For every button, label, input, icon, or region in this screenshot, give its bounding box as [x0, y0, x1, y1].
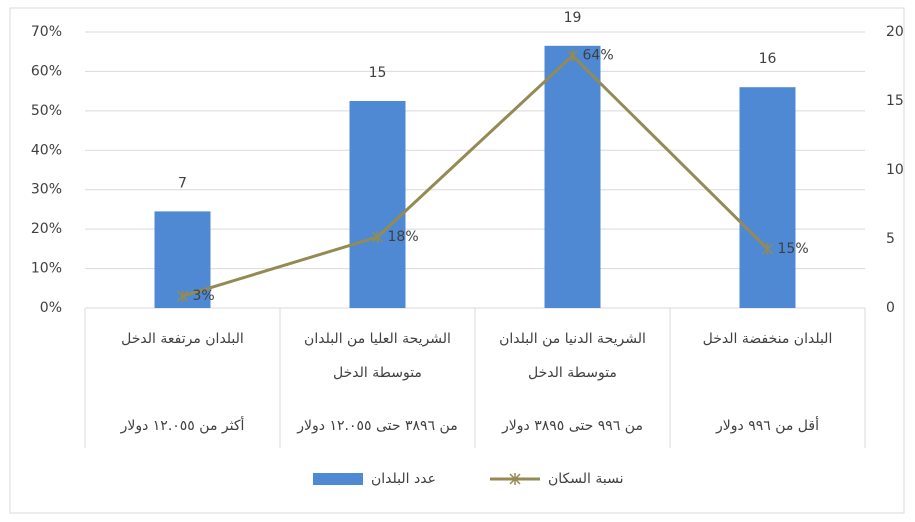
line-value-label: 18% — [388, 229, 419, 245]
x-tick-label: البلدان مرتفعة الدخل — [121, 331, 244, 347]
x-tick-label: البلدان منخفضة الدخل — [702, 331, 833, 347]
y2-tick-label: 0 — [886, 300, 895, 316]
y-tick-label: 30% — [31, 182, 62, 198]
y-tick-label: 10% — [31, 261, 62, 277]
y-tick-label: 20% — [31, 221, 62, 237]
category-label-box: الشريحة العليا من البلدان متوسطة الدخل — [304, 331, 451, 381]
legend-label: نسبة السكان — [548, 471, 624, 487]
category-label-box: الشريحة الدنيا من البلدان متوسطة الدخل — [499, 331, 646, 381]
y2-tick-label: 20 — [886, 24, 904, 40]
y-tick-label: 0% — [40, 300, 62, 316]
line-value-label: 3% — [193, 288, 215, 304]
y2-tick-label: 10 — [886, 162, 904, 178]
bar-value-label: 16 — [759, 51, 777, 67]
line — [182, 53, 769, 298]
bar-value-label: 15 — [369, 65, 387, 81]
line-value-label: 64% — [583, 48, 614, 64]
y2-tick-label: 15 — [886, 93, 904, 109]
legend-swatch — [313, 473, 363, 485]
x-tick-label: الشريحة العليا من البلدان متوسطة الدخل — [304, 331, 451, 381]
bar — [544, 45, 601, 309]
category-range: أكثر من ١٢.٠٥٥ دولار — [120, 416, 245, 434]
bar — [349, 101, 406, 308]
category-range: من ٣٨٩٦ حتى ١٢.٠٥٥ دولار — [296, 418, 457, 434]
bar — [739, 87, 796, 308]
legend-marker — [509, 473, 521, 485]
line-value-label: 15% — [778, 241, 809, 257]
y-tick-label: 40% — [31, 142, 62, 158]
y-tick-label: 60% — [31, 63, 62, 79]
x-tick-label: الشريحة الدنيا من البلدان متوسطة الدخل — [499, 331, 646, 381]
category-range: أقل من ٩٩٦ دولار — [715, 416, 819, 434]
y-tick-label: 70% — [31, 24, 62, 40]
legend-label: عدد البلدان — [371, 471, 436, 487]
category-label-box: البلدان مرتفعة الدخل — [121, 331, 244, 347]
line-marker — [761, 242, 774, 255]
line-marker — [371, 231, 384, 244]
line-marker — [566, 49, 579, 62]
category-range: من ٩٩٦ حتى ٣٨٩٥ دولار — [501, 418, 643, 434]
y-tick-label: 50% — [31, 103, 62, 119]
bar-value-label: 19 — [564, 10, 582, 26]
y2-tick-label: 5 — [886, 231, 895, 247]
bar-value-label: 7 — [178, 175, 187, 191]
category-label-box: البلدان منخفضة الدخل — [702, 331, 833, 347]
line-marker — [176, 290, 189, 303]
